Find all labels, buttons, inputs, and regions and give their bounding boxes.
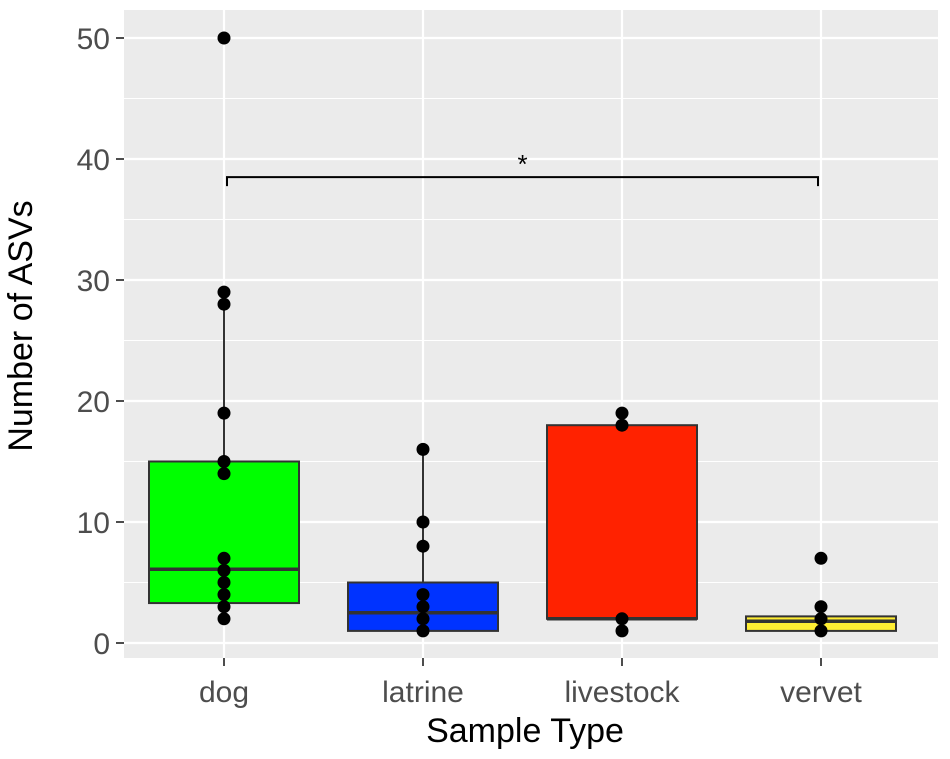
data-point-latrine: [416, 515, 430, 529]
data-point-latrine: [416, 539, 430, 553]
x-tick-label: dog: [199, 676, 249, 709]
data-point-vervet: [814, 600, 828, 614]
x-axis-ticks: dog latrine livestock vervet: [199, 658, 863, 709]
data-point-livestock: [615, 624, 629, 638]
x-tick-label: livestock: [564, 676, 680, 709]
data-point-vervet: [814, 551, 828, 565]
box-body: [546, 424, 698, 620]
data-point-dog: [217, 285, 231, 299]
y-tick-label: 0: [93, 628, 110, 661]
y-axis-title: Number of ASVs: [2, 200, 40, 451]
x-tick-label: latrine: [382, 676, 464, 709]
data-point-dog: [217, 31, 231, 45]
data-point-latrine: [416, 442, 430, 456]
x-tick-label: vervet: [780, 676, 862, 709]
data-point-dog: [217, 588, 231, 602]
data-point-vervet: [814, 612, 828, 626]
box-livestock: [546, 413, 698, 631]
y-tick-label: 20: [77, 386, 110, 419]
data-point-dog: [217, 563, 231, 577]
data-point-livestock: [615, 406, 629, 420]
data-point-dog: [217, 576, 231, 589]
data-point-dog: [217, 551, 231, 565]
data-point-dog: [217, 600, 231, 614]
data-point-dog: [217, 297, 231, 311]
data-point-latrine: [416, 588, 430, 602]
y-axis-ticks: 0 10 20 30 40 50: [77, 23, 124, 661]
data-point-dog: [217, 467, 231, 481]
significance-bracket: [226, 176, 819, 187]
data-points: [217, 31, 828, 638]
data-point-latrine: [416, 600, 430, 614]
data-point-latrine: [416, 624, 430, 638]
x-axis-title: Sample Type: [426, 712, 624, 750]
data-point-dog: [217, 406, 231, 420]
data-point-latrine: [416, 612, 430, 626]
data-point-dog: [217, 455, 231, 468]
data-point-dog: [217, 612, 231, 626]
y-tick-label: 10: [77, 507, 110, 540]
significance-annotation: *: [226, 149, 819, 187]
data-point-livestock: [615, 418, 629, 432]
data-point-vervet: [814, 624, 828, 638]
y-tick-label: 30: [77, 265, 110, 298]
y-tick-label: 40: [77, 144, 110, 177]
y-tick-label: 50: [77, 23, 110, 56]
significance-label: *: [517, 149, 527, 179]
data-point-livestock: [615, 612, 629, 626]
